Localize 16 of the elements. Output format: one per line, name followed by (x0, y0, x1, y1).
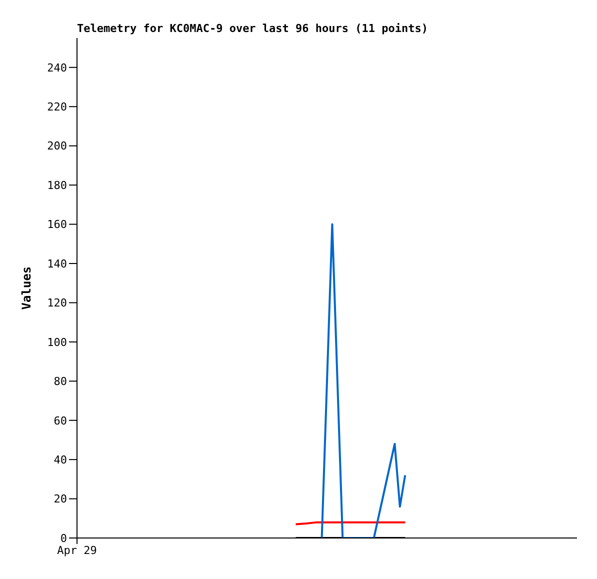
y-tick-label: 60 (54, 414, 67, 428)
y-tick-label: 220 (47, 100, 67, 114)
y-tick-label: 80 (54, 375, 67, 388)
y-tick-label: 180 (47, 178, 67, 192)
y-axis-title: Values (19, 266, 34, 310)
y-tick-label: 0 (60, 532, 67, 545)
x-tick-label: Apr 29 (57, 544, 97, 557)
y-tick-label: 20 (54, 492, 67, 506)
y-tick-label: 100 (47, 336, 67, 349)
y-tick-label: 160 (47, 218, 67, 232)
chart-title: Telemetry for KC0MAC-9 over last 96 hours (11 points) (77, 22, 428, 35)
y-tick-label: 40 (54, 453, 67, 466)
y-tick-label: 200 (47, 140, 67, 153)
y-tick-label: 120 (47, 296, 67, 310)
y-tick-label: 240 (47, 61, 67, 74)
y-tick-label: 140 (47, 257, 67, 270)
